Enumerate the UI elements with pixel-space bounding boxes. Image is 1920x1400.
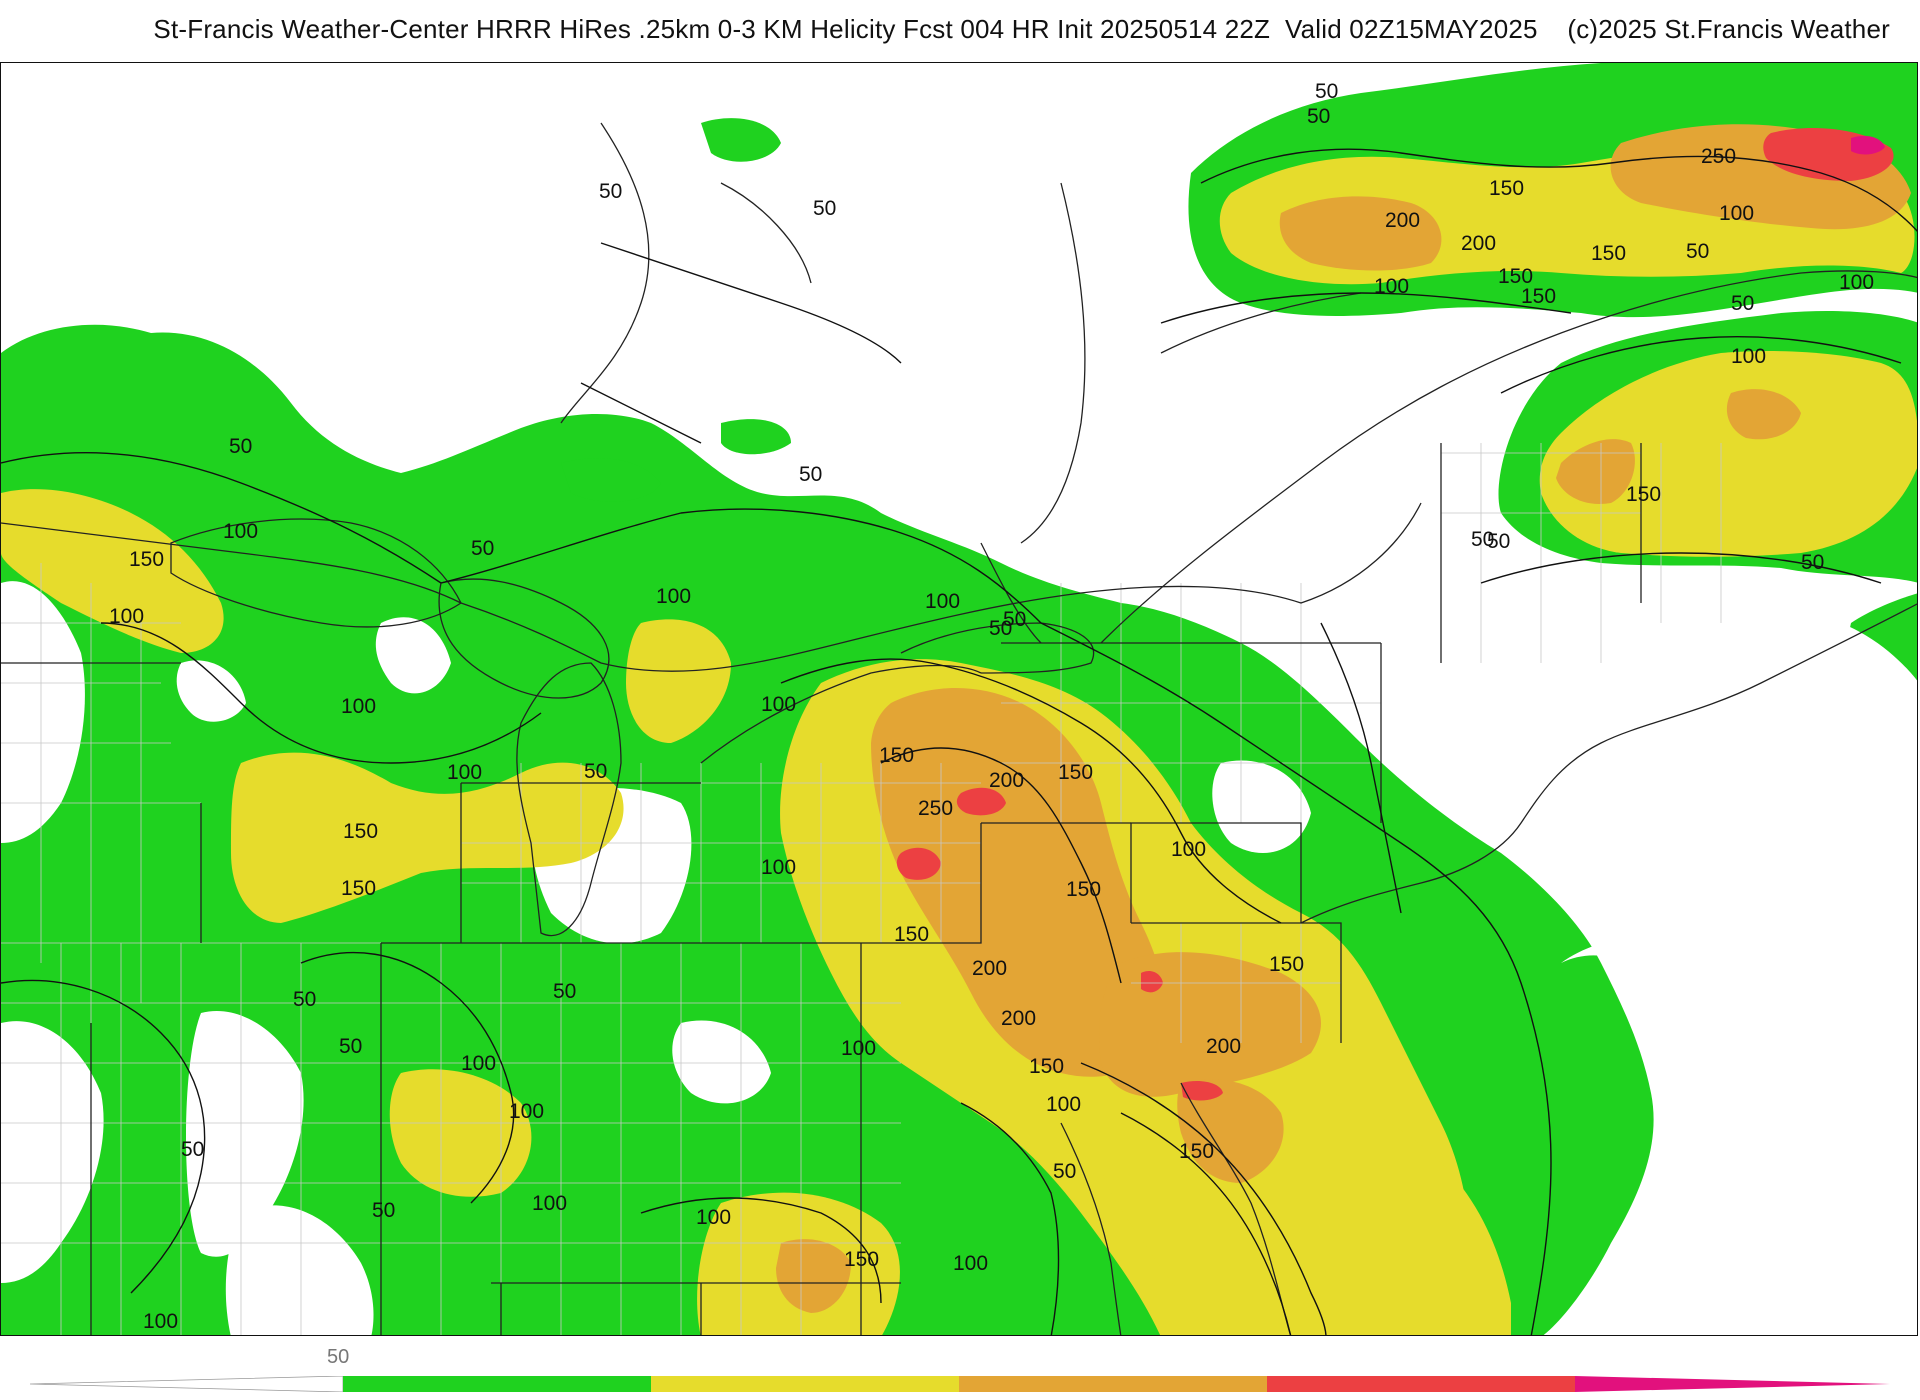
contour-label: 50 <box>339 1035 362 1058</box>
contour-label: 50 <box>599 180 622 203</box>
contour-label: 100 <box>925 590 960 613</box>
contour-label: 150 <box>1626 483 1661 506</box>
contour-label: 200 <box>1385 209 1420 232</box>
contour-label: 200 <box>1001 1007 1036 1030</box>
contour-label: 100 <box>696 1206 731 1229</box>
lake-michigan-shore <box>516 662 622 937</box>
state-borders <box>1 122 1917 1335</box>
contour-label: 100 <box>1719 202 1754 225</box>
contour-labels: 50 50 50 100 150 100 100 50 100 50 150 1… <box>109 80 1874 1333</box>
lake-erie-shore <box>700 664 982 764</box>
helicity-map: 50 50 50 100 150 100 100 50 100 50 150 1… <box>0 62 1918 1336</box>
contour-label: 100 <box>1839 271 1874 294</box>
contour-label: 250 <box>918 797 953 820</box>
contour-label: 50 <box>553 980 576 1003</box>
contour-label: 150 <box>894 923 929 946</box>
contour-label: 250 <box>1701 145 1736 168</box>
contour-label: 150 <box>129 548 164 571</box>
contour-label: 150 <box>1521 285 1556 308</box>
contour-label: 100 <box>761 856 796 879</box>
contour-label: 100 <box>341 695 376 718</box>
colorbar-yellow-segment <box>651 1376 959 1392</box>
contour-label: 50 <box>799 463 822 486</box>
colorbar <box>30 1376 1890 1392</box>
helicity-fill-holes <box>1 581 1917 1335</box>
contour-label: 50 <box>1731 292 1754 315</box>
helicity-contours <box>1 148 1917 1335</box>
colorbar-white-segment <box>30 1376 344 1392</box>
contour-label: 150 <box>1489 177 1524 200</box>
contour-label: 100 <box>532 1192 567 1215</box>
lake-ontario-shore <box>900 622 1095 674</box>
helicity-fill-magenta <box>1851 135 1885 155</box>
contour-label: 150 <box>1591 242 1626 265</box>
contour-label: 50 <box>1471 528 1494 551</box>
contour-label: 150 <box>1029 1055 1064 1078</box>
contour-label: 100 <box>509 1100 544 1123</box>
contour-label: 50 <box>1003 608 1026 631</box>
contour-label: 50 <box>989 617 1012 640</box>
contour-label: 50 <box>293 988 316 1011</box>
colorbar-magenta-segment <box>1575 1376 1890 1392</box>
contour-label: 150 <box>1066 878 1101 901</box>
contour-label: 100 <box>761 693 796 716</box>
colorbar-green-segment <box>343 1376 651 1392</box>
atlantic-coastline <box>1060 1122 1122 1335</box>
colorbar-orange-segment <box>959 1376 1267 1392</box>
contour-label: 100 <box>461 1052 496 1075</box>
contour-label: 150 <box>343 820 378 843</box>
map-canvas: 50 50 50 100 150 100 100 50 100 50 150 1… <box>1 63 1917 1335</box>
map-title: St-Francis Weather-Center HRRR HiRes .25… <box>153 14 1890 44</box>
contour-label: 150 <box>341 877 376 900</box>
colorbar-tick-label: 50 <box>327 1346 350 1368</box>
contour-label: 200 <box>1461 232 1496 255</box>
contour-label: 50 <box>1801 551 1824 574</box>
contour-label: 100 <box>109 605 144 628</box>
contour-label: 50 <box>229 435 252 458</box>
contour-label: 150 <box>1498 265 1533 288</box>
contour-label: 150 <box>1269 953 1304 976</box>
contour-label: 50 <box>1053 1160 1076 1183</box>
contour-label: 100 <box>656 585 691 608</box>
contour-label: 50 <box>1686 240 1709 263</box>
contour-label: 150 <box>1058 761 1093 784</box>
contour-label: 100 <box>953 1252 988 1275</box>
contour-label: 200 <box>989 769 1024 792</box>
contour-label: 100 <box>1046 1093 1081 1116</box>
contour-label: 100 <box>1731 345 1766 368</box>
colorbar-red-segment <box>1267 1376 1575 1392</box>
contour-label: 50 <box>584 760 607 783</box>
contour-label: 150 <box>1179 1140 1214 1163</box>
contour-label: 50 <box>1315 80 1338 103</box>
contour-label: 100 <box>143 1310 178 1333</box>
contour-label: 150 <box>879 744 914 767</box>
contour-label: 50 <box>471 537 494 560</box>
contour-label: 100 <box>1374 275 1409 298</box>
st-lawrence-river <box>1100 270 1917 644</box>
contour-label: 50 <box>372 1199 395 1222</box>
contour-label: 50 <box>181 1138 204 1161</box>
contour-label: 50 <box>1307 105 1330 128</box>
contour-label: 100 <box>447 761 482 784</box>
contour-label: 200 <box>972 957 1007 980</box>
contour-label: 100 <box>841 1037 876 1060</box>
contour-label: 100 <box>1171 838 1206 861</box>
contour-label: 150 <box>844 1248 879 1271</box>
contour-label: 50 <box>813 197 836 220</box>
contour-label: 50 <box>1487 530 1510 553</box>
lake-huron-shore <box>438 578 610 699</box>
contour-label: 200 <box>1206 1035 1241 1058</box>
contour-label: 100 <box>223 520 258 543</box>
